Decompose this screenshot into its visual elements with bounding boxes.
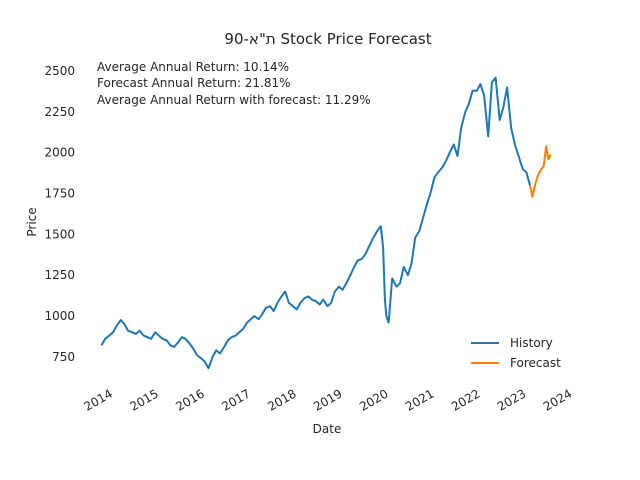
legend: History Forecast bbox=[471, 336, 561, 370]
legend-forecast-label: Forecast bbox=[510, 356, 561, 370]
annotation-average-return-with-forecast: Average Annual Return with forecast: 11.… bbox=[97, 93, 371, 107]
y-tick-label: 1000 bbox=[44, 309, 75, 323]
annotation-forecast-return: Forecast Annual Return: 21.81% bbox=[97, 76, 291, 90]
x-tick-label: 2020 bbox=[357, 386, 390, 413]
y-tick-label: 2250 bbox=[44, 105, 75, 119]
chart-title: ת"א-90 Stock Price Forecast bbox=[224, 30, 431, 48]
x-tick-label: 2018 bbox=[265, 386, 298, 413]
history-series-line bbox=[100, 76, 531, 370]
legend-history-label: History bbox=[510, 336, 553, 350]
x-axis-label: Date bbox=[313, 422, 342, 436]
series-layer bbox=[100, 76, 552, 370]
x-tick-label: 2024 bbox=[541, 386, 574, 413]
x-tick-label: 2023 bbox=[495, 386, 528, 413]
y-tick-label: 1750 bbox=[44, 187, 75, 201]
y-tick-label: 2000 bbox=[44, 146, 75, 160]
forecast-series-line bbox=[529, 145, 552, 198]
y-tick-label: 750 bbox=[52, 350, 75, 364]
y-tick-label: 1500 bbox=[44, 227, 75, 241]
x-tick-label: 2021 bbox=[403, 386, 436, 413]
x-tick-label: 2014 bbox=[82, 386, 115, 413]
x-tick-label: 2022 bbox=[449, 386, 482, 413]
y-axis-ticks: 750 1000 1250 1500 1750 2000 2250 2500 bbox=[44, 64, 75, 364]
x-tick-label: 2019 bbox=[311, 386, 344, 413]
annotations: Average Annual Return: 10.14% Forecast A… bbox=[97, 60, 371, 107]
x-tick-label: 2016 bbox=[173, 386, 206, 413]
x-tick-label: 2017 bbox=[219, 386, 252, 413]
y-tick-label: 1250 bbox=[44, 268, 75, 282]
x-axis-ticks: 2014 2015 2016 2017 2018 2019 2020 2021 2022 2023… bbox=[82, 386, 575, 413]
y-tick-label: 2500 bbox=[44, 64, 75, 78]
annotation-average-return: Average Annual Return: 10.14% bbox=[97, 60, 289, 74]
y-axis-label: Price bbox=[25, 207, 39, 236]
x-tick-label: 2015 bbox=[127, 386, 160, 413]
